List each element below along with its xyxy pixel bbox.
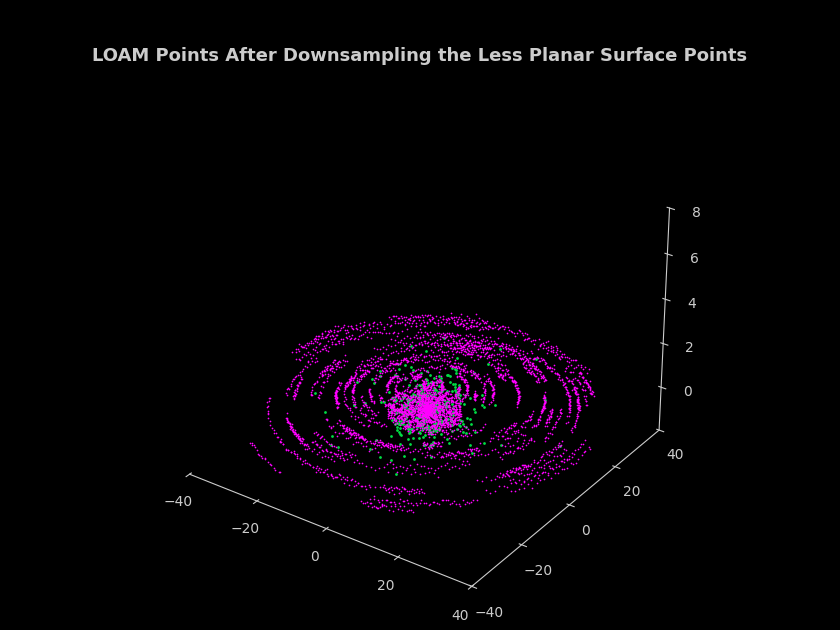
Title: LOAM Points After Downsampling the Less Planar Surface Points: LOAM Points After Downsampling the Less … [92, 47, 748, 65]
